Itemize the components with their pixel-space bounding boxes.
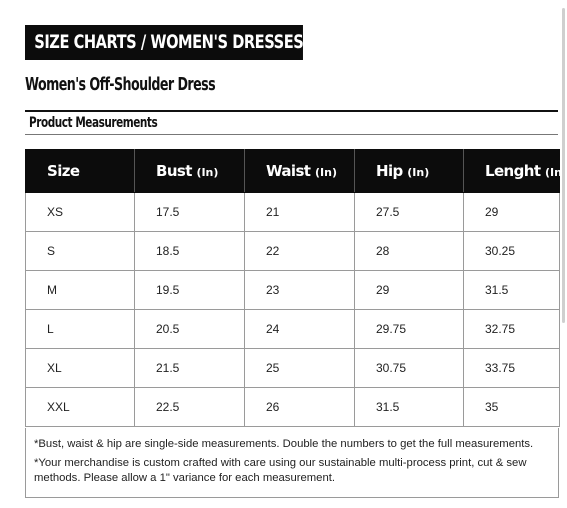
table-cell-hip: 31.5 (354, 387, 464, 427)
note-text: *Your merchandise is custom crafted with… (34, 457, 527, 484)
table-cell-bust: 17.5 (134, 192, 245, 232)
divider (25, 134, 558, 135)
column-header-waist: Waist (In) (244, 149, 355, 193)
table-row: M 19.5 23 29 31.5 (25, 270, 560, 310)
table-cell-size: XL (25, 348, 135, 388)
table-cell-bust: 18.5 (134, 231, 245, 271)
table-cell-waist: 26 (244, 387, 355, 427)
table-cell-bust: 19.5 (134, 270, 245, 310)
vertical-scrollbar[interactable] (561, 8, 567, 508)
divider (25, 110, 558, 112)
column-header-size: Size (25, 149, 135, 193)
table-cell-length: 30.25 (463, 231, 560, 271)
table-row: XS 17.5 21 27.5 29 (25, 192, 560, 232)
table-cell-size: XXL (25, 387, 135, 427)
table-row: XL 21.5 25 30.75 33.75 (25, 348, 560, 388)
column-header-unit: (In) (196, 166, 219, 179)
table-cell-bust: 22.5 (134, 387, 245, 427)
column-header-label: Bust (156, 162, 192, 180)
measurements-table: Size Bust (In) Waist (In) Hip (In) Lengh… (25, 149, 567, 427)
table-cell-hip: 30.75 (354, 348, 464, 388)
column-header-length: Lenght (In) (463, 149, 567, 193)
table-cell-hip: 28 (354, 231, 464, 271)
column-header-bust: Bust (In) (134, 149, 245, 193)
table-cell-waist: 21 (244, 192, 355, 232)
table-cell-waist: 24 (244, 309, 355, 349)
scrollbar-thumb[interactable] (562, 8, 565, 323)
column-header-unit: (In) (315, 166, 337, 179)
table-cell-waist: 23 (244, 270, 355, 310)
table-cell-size: L (25, 309, 135, 349)
table-cell-length: 35 (463, 387, 560, 427)
column-header-label: Waist (266, 162, 311, 180)
table-cell-length: 31.5 (463, 270, 560, 310)
column-header-label: Size (47, 162, 80, 180)
section-title: Product Measurements (29, 115, 158, 131)
table-cell-waist: 25 (244, 348, 355, 388)
table-cell-length: 32.75 (463, 309, 560, 349)
table-row: S 18.5 22 28 30.25 (25, 231, 560, 271)
table-header-row: Size Bust (In) Waist (In) Hip (In) Lengh… (25, 149, 567, 193)
table-cell-size: M (25, 270, 135, 310)
table-cell-bust: 20.5 (134, 309, 245, 349)
table-cell-length: 29 (463, 192, 560, 232)
product-title: Women's Off-Shoulder Dress (25, 74, 216, 95)
table-cell-hip: 29 (354, 270, 464, 310)
table-row: XXL 22.5 26 31.5 35 (25, 387, 560, 427)
table-cell-size: XS (25, 192, 135, 232)
table-cell-length: 33.75 (463, 348, 560, 388)
table-cell-hip: 29.75 (354, 309, 464, 349)
column-header-label: Hip (376, 162, 403, 180)
table-row: L 20.5 24 29.75 32.75 (25, 309, 560, 349)
table-cell-waist: 22 (244, 231, 355, 271)
measurement-notes: *Bust, waist & hip are single-side measu… (25, 428, 559, 498)
table-cell-size: S (25, 231, 135, 271)
column-header-hip: Hip (In) (354, 149, 464, 193)
table-cell-hip: 27.5 (354, 192, 464, 232)
column-header-unit: (In) (545, 166, 567, 179)
table-cell-bust: 21.5 (134, 348, 245, 388)
column-header-unit: (In) (407, 166, 430, 179)
size-charts-banner: SIZE CHARTS / WOMEN'S DRESSES (25, 25, 304, 60)
note-text: *Bust, waist & hip are single-side measu… (34, 438, 534, 450)
column-header-label: Lenght (485, 162, 541, 180)
